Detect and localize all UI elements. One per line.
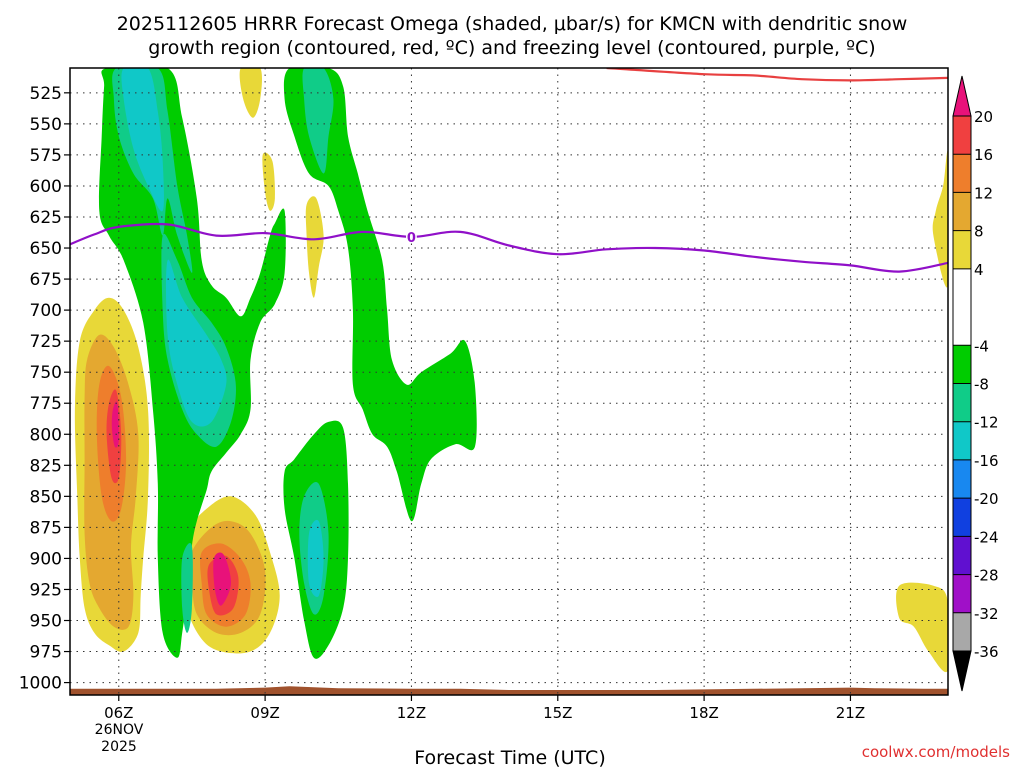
date-label-line2: 2025 [101,739,137,755]
omega-region-1 [283,68,477,522]
y-tick-label-18: 975 [30,643,62,663]
colorbar-top-arrow [952,75,972,117]
y-tick-label-6: 675 [30,270,62,290]
colorbar-bottom-arrow [952,650,972,692]
y-tick-label-17: 950 [30,612,62,632]
colorbar: 20 16 12 8 4 -4 -8 -12 -16 -20 -24 -28 -32 -36 [952,75,999,692]
contour-lines: 0 [70,68,948,273]
y-tick-label-2: 575 [30,146,62,166]
freezing-level-label: 0 [407,231,416,246]
colorbar-label-12: -32 [974,605,999,623]
omega-region-16 [932,151,948,288]
colorbar-label-11: -28 [974,567,999,585]
x-tick-label-5: 21Z [836,704,865,722]
colorbar-swatch-9 [953,498,971,537]
y-tick-label-3: 600 [30,177,62,197]
grid-lines [70,68,948,695]
omega-region-14 [262,152,275,211]
colorbar-label-10: -24 [974,528,999,546]
y-tick-label-5: 650 [30,239,62,259]
y-tick-label-14: 875 [30,518,62,538]
omega-region-9 [166,259,227,427]
colorbar-label-7: -12 [974,414,999,432]
colorbar-swatch-7 [953,421,971,460]
chart-title-line2: growth region (contoured, red, ºC) and f… [148,37,875,59]
y-tick-label-15: 900 [30,549,62,569]
x-tick-label-3: 15Z [543,704,572,722]
x-axis-label: Forecast Time (UTC) [414,747,605,768]
omega-region-25 [213,552,232,606]
colorbar-swatch-4 [953,268,971,346]
omega-region-17 [896,582,948,673]
y-tick-label-11: 800 [30,425,62,445]
colorbar-swatch-0 [953,116,971,155]
y-tick-label-16: 925 [30,580,62,600]
colorbar-swatch-1 [953,154,971,193]
colorbar-swatch-6 [953,383,971,422]
omega-region-15 [305,196,324,298]
y-tick-label-13: 850 [30,487,62,507]
dgz-contour [606,68,948,82]
y-tick-label-1: 550 [30,115,62,135]
y-tick-label-12: 825 [30,456,62,476]
y-tick-label-8: 725 [30,332,62,352]
colorbar-label-4: 4 [974,261,984,279]
plot-frame [69,67,949,696]
y-tick-label-4: 625 [30,208,62,228]
x-tick-label-0: 06Z [104,704,133,722]
colorbar-label-6: -8 [974,376,989,394]
colorbar-label-3: 8 [974,223,984,241]
colorbar-swatch-5 [953,345,971,384]
credit-text: coolwx.com/models [862,743,1010,761]
colorbar-label-9: -20 [974,490,999,508]
y-axis: 525 550 575 600 625 650 675 700 725 750 775 800 825 8… [19,84,70,694]
colorbar-label-2: 12 [974,184,993,202]
omega-region-5 [302,68,334,174]
freezing-level-contour [70,222,948,273]
colorbar-swatch-8 [953,459,971,499]
colorbar-swatch-2 [953,192,971,231]
omega-region-13 [239,68,262,118]
y-tick-label-19: 1000 [19,674,62,694]
colorbar-swatch-3 [953,230,971,269]
omega-region-7 [181,542,193,633]
y-tick-label-7: 700 [30,301,62,321]
x-tick-label-2: 12Z [397,704,426,722]
plot-area [70,68,948,695]
colorbar-label-0: 20 [974,108,993,126]
colorbar-label-8: -16 [974,452,999,470]
omega-region-8 [121,68,164,212]
colorbar-label-5: -4 [974,337,989,355]
x-tick-label-4: 18Z [689,704,718,722]
date-label-line1: 26NOV [95,722,144,738]
x-tick-label-1: 09Z [250,704,279,722]
colorbar-swatch-10 [953,536,971,575]
y-tick-label-0: 525 [30,84,62,104]
colorbar-label-1: 16 [974,146,993,164]
ground-terrain [70,686,948,695]
colorbar-swatch-12 [953,612,971,651]
x-axis: 06Z 09Z 12Z 15Z 18Z 21Z [104,695,865,722]
omega-region-24 [111,401,119,448]
chart-title-line1: 2025112605 HRRR Forecast Omega (shaded, … [117,13,908,35]
colorbar-label-13: -36 [974,643,999,661]
colorbar-swatch-11 [953,574,971,613]
y-tick-label-9: 750 [30,363,62,383]
omega-region-10 [307,519,324,597]
y-tick-label-10: 775 [30,394,62,414]
